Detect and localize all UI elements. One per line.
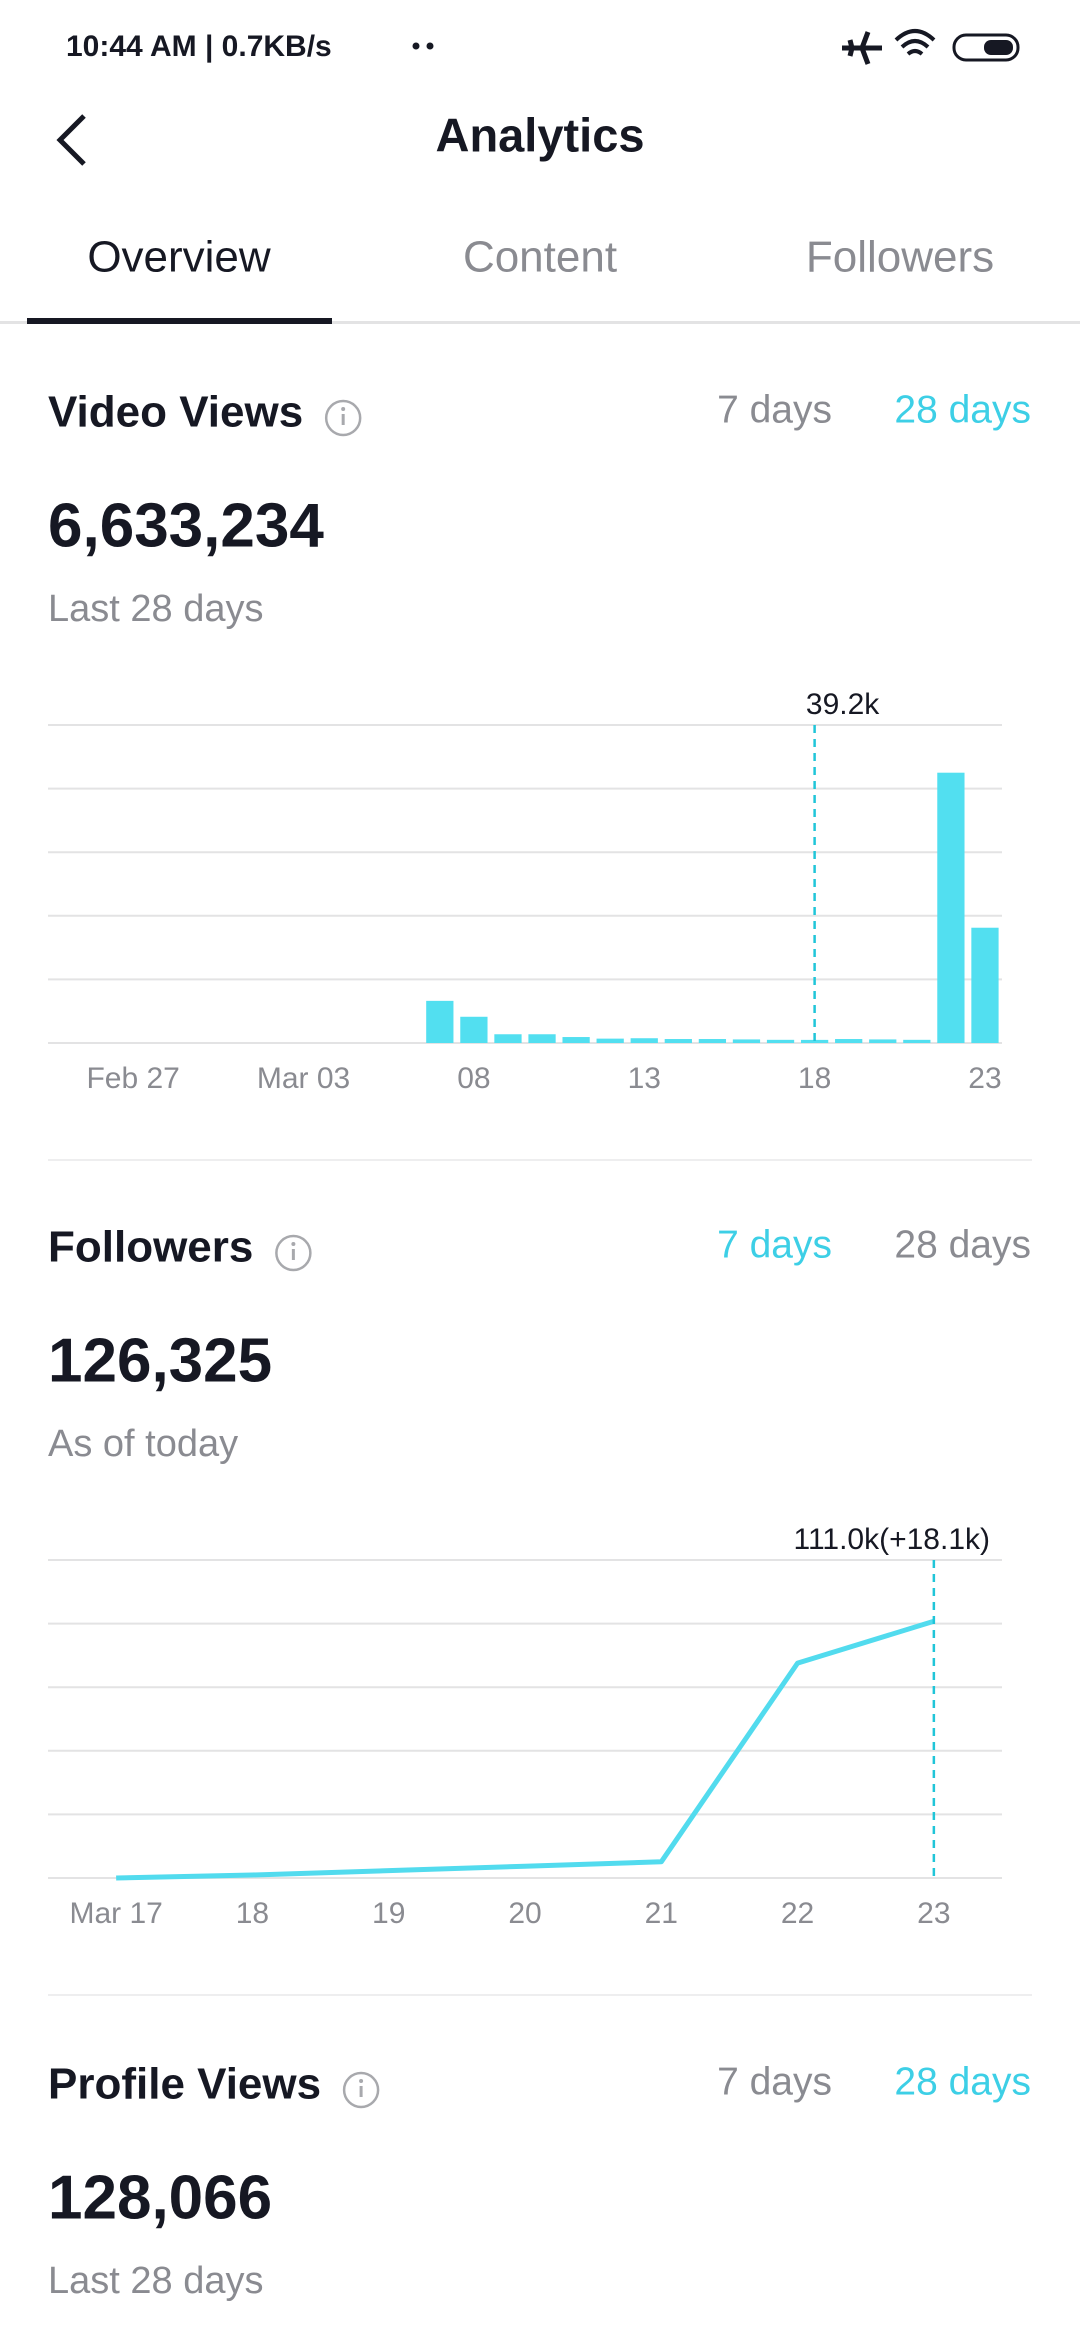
metric-value: 6,633,234	[48, 491, 324, 560]
info-icon-stem	[291, 1249, 295, 1260]
info-icon-dot	[359, 2079, 364, 2083]
airplane-icon	[842, 31, 882, 65]
tab-underline	[27, 318, 332, 324]
x-tick-label: 18	[236, 1897, 269, 1930]
x-tick-label: Mar 03	[257, 1062, 350, 1095]
info-icon-dot	[341, 407, 346, 411]
x-tick-label: 22	[781, 1897, 814, 1930]
x-tick-label: 20	[508, 1897, 541, 1930]
tab-divider	[0, 321, 1080, 324]
annotation-label: 39.2k	[806, 688, 880, 721]
info-icon[interactable]	[275, 1234, 312, 1272]
bar	[937, 772, 965, 1043]
metric-subtitle: Last 28 days	[48, 2260, 263, 2302]
info-icon[interactable]	[342, 2071, 380, 2109]
status-text: 10:44 AM | 0.7KB/s	[66, 30, 332, 63]
period-toggle[interactable]: 28 days	[894, 388, 1031, 431]
x-tick-label: Mar 17	[69, 1897, 162, 1930]
info-icon-stem	[359, 2086, 363, 2097]
tab[interactable]: Content	[463, 233, 617, 282]
bar	[494, 1034, 522, 1043]
bar	[426, 1000, 454, 1043]
bar	[800, 1039, 829, 1043]
battery-level	[984, 40, 1013, 55]
section-title: Profile Views	[48, 2060, 321, 2109]
metric-subtitle: As of today	[48, 1423, 238, 1465]
info-icon[interactable]	[324, 399, 362, 437]
bar	[664, 1039, 692, 1043]
bar	[460, 1016, 488, 1043]
info-icon-stem	[341, 414, 345, 425]
line	[116, 1618, 935, 1881]
x-tick-label: 21	[645, 1897, 678, 1930]
metric-value: 126,325	[48, 1326, 272, 1395]
bar	[630, 1038, 658, 1043]
bar	[903, 1039, 931, 1043]
status-dot	[412, 42, 420, 50]
metric-value: 128,066	[48, 2163, 272, 2232]
x-tick-label: Feb 27	[86, 1062, 179, 1095]
status-dot	[426, 42, 434, 50]
bar	[562, 1037, 590, 1043]
bar	[766, 1039, 795, 1043]
bar	[698, 1039, 727, 1043]
metric-subtitle: Last 28 days	[48, 588, 263, 630]
page-title: Analytics	[436, 108, 645, 161]
x-tick-label: 23	[968, 1062, 1001, 1095]
tab[interactable]: Overview	[87, 233, 271, 282]
bar	[869, 1039, 897, 1043]
period-toggle[interactable]: 28 days	[894, 2060, 1031, 2103]
tab[interactable]: Followers	[806, 233, 994, 282]
info-icon-dot	[291, 1242, 296, 1246]
period-toggle[interactable]: 7 days	[717, 388, 832, 431]
x-tick-label: 08	[457, 1062, 490, 1095]
bar	[528, 1034, 556, 1043]
period-toggle[interactable]: 28 days	[894, 1223, 1031, 1266]
bar	[971, 927, 999, 1043]
wifi-icon	[894, 29, 936, 56]
x-tick-label: 18	[798, 1062, 831, 1095]
x-tick-label: 13	[628, 1062, 661, 1095]
x-tick-label: 23	[917, 1897, 950, 1930]
annotation-label: 111.0k(+18.1k)	[793, 1523, 990, 1556]
bar	[732, 1039, 761, 1043]
period-toggle[interactable]: 7 days	[717, 2060, 832, 2103]
section-title: Followers	[48, 1223, 253, 1272]
x-tick-label: 19	[372, 1897, 405, 1930]
bar	[596, 1038, 624, 1043]
section-title: Video Views	[48, 388, 303, 437]
bar	[835, 1039, 863, 1043]
battery-icon	[952, 33, 1020, 62]
section-divider	[48, 1159, 1032, 1161]
period-toggle[interactable]: 7 days	[717, 1223, 832, 1266]
back-button[interactable]	[56, 114, 86, 166]
section-divider	[48, 1994, 1032, 1996]
